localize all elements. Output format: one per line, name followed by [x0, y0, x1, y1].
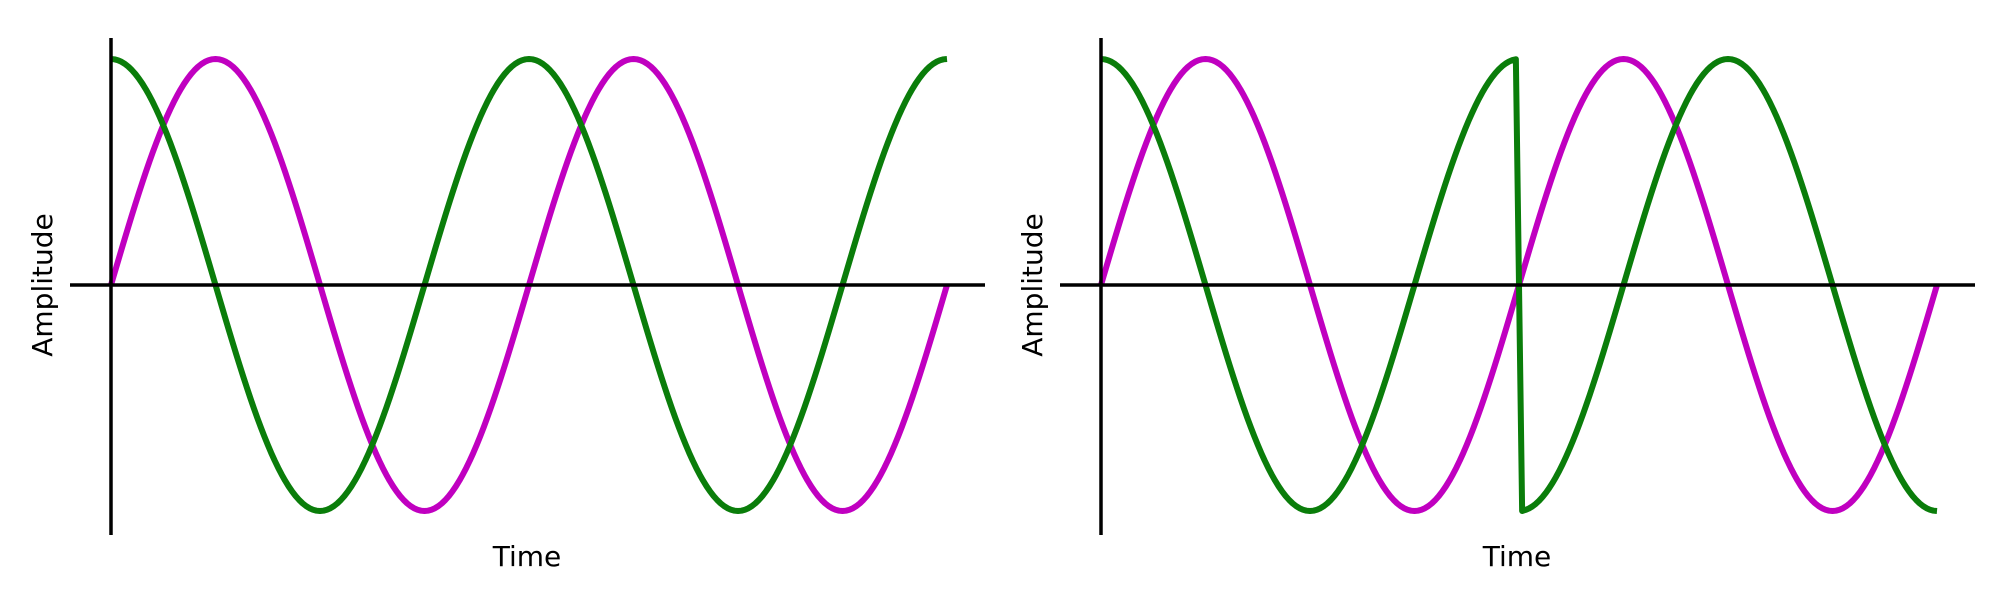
chart-panel-right: Time Amplitude: [990, 0, 1980, 600]
x-axis-label: Time: [1482, 540, 1552, 573]
y-axis-label: Amplitude: [1016, 213, 1049, 357]
y-axis-label: Amplitude: [26, 213, 59, 357]
series-line-cosine: [110, 56, 948, 514]
chart-panel-left: Time Amplitude: [0, 0, 990, 600]
chart-left: Time Amplitude: [26, 38, 985, 573]
chart-right: Time Amplitude: [1016, 38, 1975, 573]
x-axis-label: Time: [492, 540, 562, 573]
